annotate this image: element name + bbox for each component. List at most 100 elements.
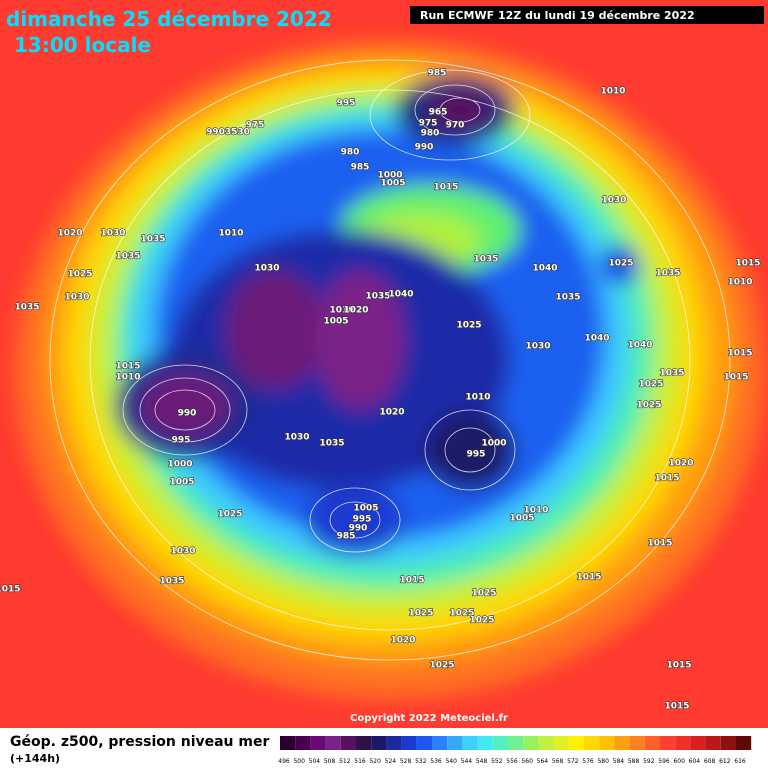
legend-swatch	[599, 736, 615, 750]
run-info: Run ECMWF 12Z du lundi 19 décembre 2022	[420, 9, 695, 22]
legend-swatch	[356, 736, 372, 750]
isobar-label: 1015	[666, 661, 691, 671]
isobar-label: 1035	[115, 252, 140, 262]
legend-label: 584	[613, 758, 625, 765]
legend-label: 516	[354, 758, 366, 765]
legend-label: 560	[521, 758, 533, 765]
legend-swatch	[584, 736, 600, 750]
legend-label: 612	[719, 758, 731, 765]
legend-swatch	[340, 736, 356, 750]
isobar-label: 1025	[608, 259, 633, 269]
isobar-label: 1035	[555, 293, 580, 303]
legend-label: 568	[552, 758, 564, 765]
isobar-label: 995	[353, 515, 372, 525]
legend-swatch	[736, 736, 752, 750]
legend-swatch	[492, 736, 508, 750]
isobar-label: 1015	[727, 349, 752, 359]
legend-swatch	[310, 736, 326, 750]
isobar-label: 980	[341, 148, 360, 158]
legend-label: 536	[430, 758, 442, 765]
isobar-label: 1005	[353, 504, 378, 514]
legend-label: 580	[597, 758, 609, 765]
isobar-label: 1010	[600, 87, 625, 97]
legend-swatch	[660, 736, 676, 750]
legend-label: 520	[369, 758, 381, 765]
legend-swatch	[295, 736, 311, 750]
legend-label: 576	[582, 758, 594, 765]
local-time: 13:00 locale	[14, 33, 151, 57]
isobar-label: 1035	[319, 439, 344, 449]
isobar-label: 1010	[465, 393, 490, 403]
isobar-label: 1015	[647, 539, 672, 549]
isobar-label: 1035	[655, 269, 680, 279]
isobar-label: 1025	[456, 321, 481, 331]
legend-label: 524	[385, 758, 397, 765]
isobar-label: 1010	[523, 506, 548, 516]
legend-swatch	[553, 736, 569, 750]
legend-label: 600	[673, 758, 685, 765]
isobar-label: 1040	[532, 264, 557, 274]
isobar-label: 985	[337, 532, 356, 542]
legend-swatch	[720, 736, 736, 750]
isobar-label: 1020	[379, 408, 404, 418]
isobar-label: 970	[446, 121, 465, 131]
isobar-label: 1030	[100, 229, 125, 239]
isobar-label: 9903530	[206, 128, 250, 138]
isobar-label: 1000	[377, 171, 402, 181]
legend-label: 588	[628, 758, 640, 765]
isobar-label: 1015	[723, 373, 748, 383]
legend-label: 564	[537, 758, 549, 765]
lead-time: (+144h)	[10, 752, 60, 765]
legend-swatch	[280, 736, 296, 750]
legend-label: 556	[506, 758, 518, 765]
isobar-label: 1005	[380, 179, 405, 189]
geopotential-field	[15, 40, 765, 700]
isobar-label: 1010	[727, 278, 752, 288]
isobar-label: 1035	[140, 235, 165, 245]
legend-swatch	[523, 736, 539, 750]
legend-swatch	[401, 736, 417, 750]
isobar-label: 1015	[576, 573, 601, 583]
isobar-label: 1030	[525, 342, 550, 352]
isobar-label: 990	[349, 524, 368, 534]
isobar-label: 1030	[254, 264, 279, 274]
isobar-label: 1025	[67, 270, 92, 280]
legend-swatch	[432, 736, 448, 750]
legend: 496 500 504 508 512 516 520 524 528 532 536 540 544 5…	[278, 736, 752, 765]
isobar-label: 1040	[584, 334, 609, 344]
legend-label: 496	[278, 758, 290, 765]
isobar-label: 1005	[509, 514, 534, 524]
isobar-label: 1025	[449, 609, 474, 619]
copyright: Copyright 2022 Meteociel.fr	[350, 713, 508, 724]
legend-swatch	[325, 736, 341, 750]
legend-swatch	[508, 736, 524, 750]
legend-label: 532	[415, 758, 427, 765]
legend-swatch	[416, 736, 432, 750]
isobar-label: 1025	[471, 589, 496, 599]
isobar-label: 965	[429, 108, 448, 118]
isobar-label: 1020	[390, 636, 415, 646]
isobar-label: 1010	[329, 306, 354, 316]
isobar-label: 1010	[218, 229, 243, 239]
legend-swatch	[614, 736, 630, 750]
isobar-label: 975	[419, 119, 438, 129]
legend-swatch	[568, 736, 584, 750]
isobar-label: 1020	[668, 459, 693, 469]
isobar-label: 1025	[469, 616, 494, 626]
isobar-label: 1015	[0, 585, 21, 595]
isobar-label: 1040	[627, 341, 652, 351]
isobar-label: 1000	[481, 439, 506, 449]
isobar-label: 1010	[115, 373, 140, 383]
isobar-label: 1025	[408, 609, 433, 619]
isobar-label: 990	[415, 143, 434, 153]
legend-label: 592	[643, 758, 655, 765]
isobar-label: 1035	[14, 303, 39, 313]
legend-label: 540	[445, 758, 457, 765]
isobar-label: 1005	[323, 317, 348, 327]
legend-label: 604	[689, 758, 701, 765]
isobar-label: 1000	[167, 460, 192, 470]
isobar-label: 1025	[429, 661, 454, 671]
isobar-label: 1015	[115, 362, 140, 372]
legend-swatch	[644, 736, 660, 750]
